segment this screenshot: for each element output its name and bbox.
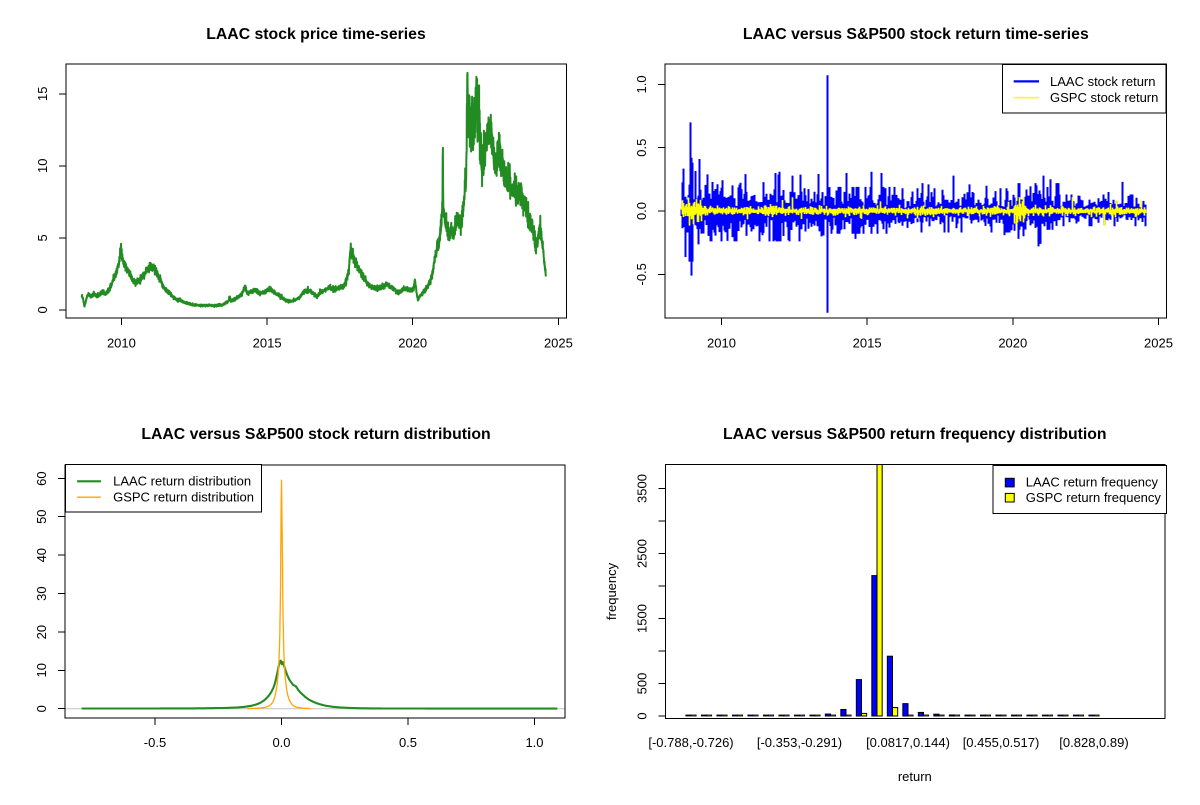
- svg-text:20: 20: [34, 625, 49, 639]
- svg-text:frequency: frequency: [604, 562, 619, 620]
- svg-text:2020: 2020: [398, 336, 427, 351]
- svg-text:0.5: 0.5: [634, 139, 649, 157]
- svg-text:[0.455,0.517): [0.455,0.517): [963, 735, 1040, 750]
- svg-text:1.0: 1.0: [525, 735, 543, 750]
- svg-text:2025: 2025: [1144, 336, 1173, 351]
- svg-text:0.0: 0.0: [634, 202, 649, 220]
- svg-text:30: 30: [34, 586, 49, 600]
- svg-text:LAAC versus S&P500 stock retur: LAAC versus S&P500 stock return time-ser…: [743, 26, 1089, 43]
- svg-text:2015: 2015: [853, 336, 882, 351]
- svg-text:[-0.788,-0.726): [-0.788,-0.726): [648, 735, 733, 750]
- svg-text:2025: 2025: [544, 336, 573, 351]
- svg-text:GSPC stock return: GSPC stock return: [1050, 90, 1158, 105]
- svg-text:GSPC return distribution: GSPC return distribution: [113, 490, 254, 505]
- svg-text:50: 50: [34, 509, 49, 523]
- svg-text:10: 10: [34, 663, 49, 677]
- svg-text:1500: 1500: [635, 604, 650, 633]
- svg-text:15: 15: [35, 87, 50, 101]
- svg-text:2500: 2500: [635, 539, 650, 568]
- svg-text:0: 0: [35, 306, 50, 313]
- svg-text:60: 60: [34, 471, 49, 485]
- svg-text:2010: 2010: [707, 336, 736, 351]
- svg-text:-0.5: -0.5: [144, 735, 166, 750]
- svg-text:3500: 3500: [635, 474, 650, 503]
- svg-text:GSPC return frequency: GSPC return frequency: [1026, 490, 1162, 505]
- svg-text:2020: 2020: [998, 336, 1027, 351]
- svg-text:40: 40: [34, 548, 49, 562]
- svg-text:1.0: 1.0: [634, 75, 649, 93]
- svg-text:500: 500: [635, 673, 650, 695]
- svg-text:LAAC stock return: LAAC stock return: [1050, 74, 1156, 89]
- svg-text:[-0.353,-0.291): [-0.353,-0.291): [757, 735, 842, 750]
- svg-text:return: return: [898, 769, 932, 784]
- svg-text:10: 10: [35, 159, 50, 173]
- svg-text:0: 0: [635, 712, 650, 719]
- svg-text:2010: 2010: [107, 336, 136, 351]
- svg-text:2015: 2015: [253, 336, 282, 351]
- svg-text:[0.0817,0.144): [0.0817,0.144): [866, 735, 950, 750]
- svg-text:LAAC stock price time-series: LAAC stock price time-series: [206, 26, 426, 43]
- svg-text:LAAC versus S&P500 return freq: LAAC versus S&P500 return frequency dist…: [723, 426, 1107, 443]
- svg-text:LAAC return distribution: LAAC return distribution: [113, 474, 251, 489]
- svg-text:LAAC versus S&P500 stock retur: LAAC versus S&P500 stock return distribu…: [141, 426, 490, 443]
- svg-text:0.0: 0.0: [272, 735, 290, 750]
- svg-text:-0.5: -0.5: [634, 263, 649, 285]
- svg-text:[0.828,0.89): [0.828,0.89): [1059, 735, 1128, 750]
- svg-text:5: 5: [35, 234, 50, 241]
- svg-text:0.5: 0.5: [399, 735, 417, 750]
- svg-text:LAAC return frequency: LAAC return frequency: [1026, 475, 1159, 490]
- svg-text:0: 0: [34, 705, 49, 712]
